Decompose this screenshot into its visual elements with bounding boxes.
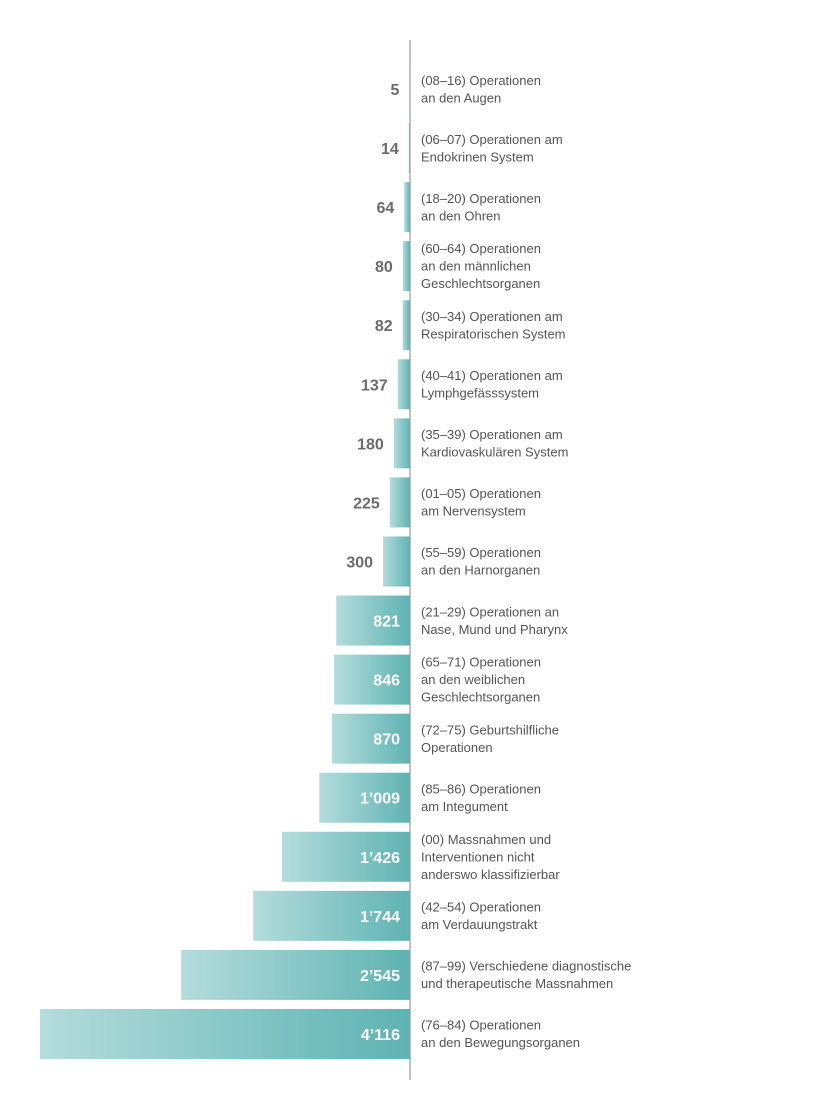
- category-label-5-line-0: (40–41) Operationen am: [421, 368, 563, 383]
- category-label-15-line-0: (87–99) Verschiedene diagnostische: [421, 959, 631, 974]
- value-label-9: 821: [373, 614, 400, 631]
- category-label-0-line-1: an den Augen: [421, 90, 501, 105]
- category-label-5: (40–41) Operationen am Lymphgefässsystem: [421, 368, 563, 401]
- category-label-11-line-1: Operationen: [421, 740, 493, 755]
- bar-13: [281, 831, 410, 882]
- value-label-8: 300: [346, 554, 373, 571]
- bar-11: [331, 713, 410, 764]
- category-label-4-line-1: Respiratorischen System: [421, 326, 566, 341]
- value-label-1: 14: [381, 141, 399, 158]
- category-label-3-line-2: Geschlechtsorganen: [421, 276, 540, 291]
- bar-4: [402, 300, 410, 351]
- category-label-11-line-0: (72–75) Geburtshilfliche: [421, 722, 559, 737]
- category-label-12-line-0: (85–86) Operationen: [421, 781, 541, 796]
- category-label-1-line-0: (06–07) Operationen am: [421, 132, 563, 147]
- category-label-8: (55–59) Operationen an den Harnorganen: [421, 545, 541, 578]
- bar-15: [181, 949, 410, 1000]
- category-label-1: (06–07) Operationen am Endokrinen System: [421, 132, 563, 165]
- category-label-10: (65–71) Operationen an den weiblichen Gesc…: [421, 655, 541, 705]
- category-label-2-line-1: an den Ohren: [421, 208, 501, 223]
- bar-10: [333, 654, 410, 705]
- category-label-10-line-2: Geschlechtsorganen: [421, 690, 540, 705]
- bar-7: [389, 477, 410, 528]
- bar-1: [408, 123, 410, 174]
- value-label-14: 1’744: [360, 909, 400, 926]
- bar-6: [393, 418, 410, 469]
- category-label-16-line-1: an den Bewegungsorganen: [421, 1035, 580, 1050]
- category-label-10-line-0: (65–71) Operationen: [421, 655, 541, 670]
- value-label-13: 1’426: [360, 850, 400, 867]
- category-label-12: (85–86) Operationen am Integument: [421, 781, 541, 814]
- category-label-2-line-0: (18–20) Operationen: [421, 191, 541, 206]
- category-label-6-line-0: (35–39) Operationen am: [421, 427, 563, 442]
- value-label-7: 225: [353, 495, 380, 512]
- value-label-0: 5: [390, 82, 399, 99]
- value-label-2: 64: [376, 200, 394, 217]
- bar-16: [40, 1008, 410, 1059]
- category-label-8-line-1: an den Harnorganen: [421, 563, 540, 578]
- category-label-14-line-0: (42–54) Operationen: [421, 900, 541, 915]
- bar-5: [397, 359, 410, 410]
- value-label-16: 4’116: [361, 1027, 400, 1044]
- value-label-6: 180: [357, 436, 384, 453]
- category-label-0-line-0: (08–16) Operationen: [421, 73, 541, 88]
- category-label-0: (08–16) Operationen an den Augen: [421, 73, 541, 106]
- value-label-11: 870: [373, 732, 400, 749]
- category-label-12-line-1: am Integument: [421, 799, 508, 814]
- category-labels-group: (08–16) Operationen an den Augen (06–07) O…: [421, 73, 631, 1050]
- category-label-16-line-0: (76–84) Operationen: [421, 1018, 541, 1033]
- value-label-3: 80: [375, 259, 393, 276]
- category-label-4-line-0: (30–34) Operationen am: [421, 309, 563, 324]
- category-label-4: (30–34) Operationen am Respiratorischen S…: [421, 309, 566, 342]
- category-label-7-line-0: (01–05) Operationen: [421, 486, 541, 501]
- category-label-15-line-1: und therapeutische Massnahmen: [421, 976, 613, 991]
- bar-2: [404, 182, 410, 233]
- category-label-6: (35–39) Operationen am Kardiovaskulären S…: [421, 427, 568, 460]
- category-label-14-line-1: am Verdauungstrakt: [421, 917, 538, 932]
- bars-group: [40, 64, 410, 1059]
- category-label-1-line-1: Endokrinen System: [421, 149, 534, 164]
- category-label-14: (42–54) Operationen am Verdauungstrakt: [421, 900, 541, 933]
- value-label-5: 137: [361, 377, 388, 394]
- category-label-13-line-1: Interventionen nicht: [421, 849, 535, 864]
- bar-8: [383, 536, 410, 587]
- value-label-15: 2’545: [360, 968, 400, 985]
- category-label-13-line-2: anderswo klassifizierbar: [421, 867, 560, 882]
- bar-3: [402, 241, 410, 292]
- category-label-3-line-0: (60–64) Operationen: [421, 241, 541, 256]
- category-label-3-line-1: an den männlichen: [421, 259, 531, 274]
- category-label-10-line-1: an den weiblichen: [421, 672, 525, 687]
- category-label-13-line-0: (00) Massnahmen und: [421, 832, 551, 847]
- category-label-9-line-1: Nase, Mund und Pharynx: [421, 622, 568, 637]
- bar-12: [319, 772, 410, 823]
- category-label-9-line-0: (21–29) Operationen an: [421, 604, 559, 619]
- bar-14: [253, 890, 410, 941]
- value-label-4: 82: [375, 318, 393, 335]
- value-label-12: 1’009: [360, 791, 400, 808]
- category-label-16: (76–84) Operationen an den Bewegungsorgan…: [421, 1018, 580, 1051]
- category-label-15: (87–99) Verschiedene diagnostische und th…: [421, 959, 631, 992]
- bar-9: [336, 595, 410, 646]
- category-label-5-line-1: Lymphgefässsystem: [421, 386, 539, 401]
- category-label-7-line-1: am Nervensystem: [421, 504, 526, 519]
- category-label-3: (60–64) Operationen an den männlichen Gesc…: [421, 241, 541, 291]
- category-label-8-line-0: (55–59) Operationen: [421, 545, 541, 560]
- category-label-13: (00) Massnahmen und Interventionen nicht a…: [421, 832, 560, 882]
- value-label-10: 846: [373, 673, 400, 690]
- category-label-9: (21–29) Operationen an Nase, Mund und Pha…: [421, 604, 568, 637]
- value-labels-group: 5 14 64 80 82 137 180 225 300 821 846 870 1’009 1’426…: [346, 82, 400, 1044]
- category-label-11: (72–75) Geburtshilfliche Operationen: [421, 722, 559, 755]
- category-label-7: (01–05) Operationen am Nervensystem: [421, 486, 541, 518]
- category-label-6-line-1: Kardiovaskulären System: [421, 445, 568, 460]
- category-label-2: (18–20) Operationen an den Ohren: [421, 191, 541, 224]
